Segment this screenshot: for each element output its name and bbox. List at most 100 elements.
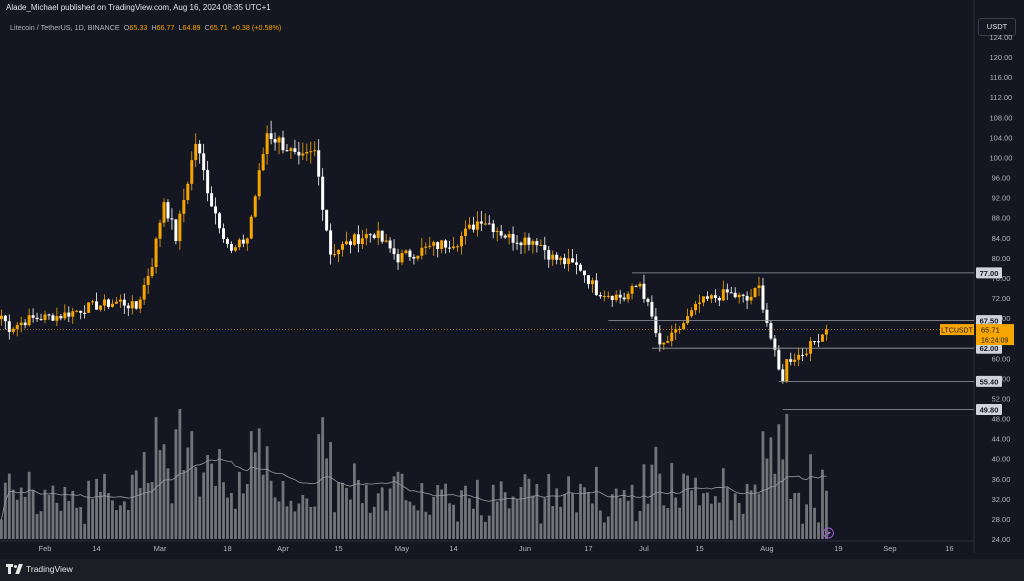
volume-bar xyxy=(329,441,332,539)
candle-body xyxy=(420,247,424,256)
candle-body xyxy=(360,238,364,244)
candle-body xyxy=(579,264,582,271)
candle-body xyxy=(432,242,436,246)
volume-bar xyxy=(202,472,206,539)
candle-body xyxy=(531,241,535,245)
volume-bar xyxy=(682,473,686,539)
candle-body xyxy=(678,328,682,330)
level-label: 67.50 xyxy=(980,317,999,326)
y-tick-label: 88.00 xyxy=(992,214,1011,223)
volume-bar xyxy=(575,512,578,539)
candle-body xyxy=(380,230,384,242)
candle-body xyxy=(547,250,551,260)
x-tick-label: 16 xyxy=(945,544,953,553)
volume-bar xyxy=(594,466,598,539)
volume-bar xyxy=(436,485,440,539)
candle-body xyxy=(222,228,225,239)
candle-body xyxy=(817,341,820,343)
candle-body xyxy=(15,325,19,329)
candle-body xyxy=(586,275,590,285)
x-tick-label: 14 xyxy=(449,544,457,553)
candle-body xyxy=(372,234,376,238)
volume-bar xyxy=(257,428,261,539)
volume-bar xyxy=(698,505,701,539)
y-tick-label: 124.00 xyxy=(990,33,1013,42)
candle-body xyxy=(682,323,686,329)
candle-body xyxy=(150,266,154,276)
volume-bar xyxy=(289,500,293,539)
open-value: 65.33 xyxy=(129,23,148,32)
candle-body xyxy=(721,289,725,301)
tradingview-logo[interactable]: TradingView xyxy=(6,564,73,574)
volume-bar xyxy=(424,511,428,539)
volume-bar xyxy=(591,503,594,539)
volume-bar xyxy=(472,508,475,539)
volume-bar xyxy=(293,511,297,539)
change-value: +0.38 (+0.58%) xyxy=(231,23,282,32)
candle-body xyxy=(654,316,658,334)
candle-body xyxy=(261,154,265,171)
volume-bar xyxy=(400,473,404,539)
volume-bar xyxy=(563,494,567,539)
volume-bar xyxy=(214,485,217,539)
candle-body xyxy=(527,237,531,245)
volume-bar xyxy=(87,480,91,539)
volume-bar xyxy=(602,522,606,539)
volume-bar xyxy=(464,485,467,539)
volume-bar xyxy=(162,444,166,539)
volume-bar xyxy=(694,477,697,539)
candle-body xyxy=(559,257,563,260)
candle-body xyxy=(71,311,75,317)
volume-bar xyxy=(285,506,289,539)
candle-body xyxy=(79,310,83,313)
candle-body xyxy=(571,258,575,263)
candle-body xyxy=(210,193,214,207)
x-tick-label: 18 xyxy=(223,544,231,553)
volume-bar xyxy=(630,484,634,539)
candle-body xyxy=(820,334,824,342)
volume-bar xyxy=(821,469,824,539)
candle-body xyxy=(408,250,412,257)
candle-body xyxy=(416,255,420,259)
volume-bar xyxy=(598,510,602,539)
price-chart[interactable]: 124.00 120.00 116.00 112.00 108.00 104.00 100.… xyxy=(0,0,1024,559)
y-tick-label: 112.00 xyxy=(990,93,1012,102)
volume-bar xyxy=(210,463,213,539)
candle-body xyxy=(638,283,642,287)
volume-bar xyxy=(11,489,15,539)
candle-body xyxy=(753,288,757,297)
candle-body xyxy=(23,322,27,326)
currency-button[interactable]: USDT xyxy=(978,18,1016,36)
candle-body xyxy=(253,196,257,217)
volume-bar xyxy=(305,498,309,539)
candle-body xyxy=(551,254,555,260)
tradingview-icon xyxy=(6,564,23,574)
candle-body xyxy=(737,294,741,298)
candle-body xyxy=(138,299,142,309)
level-tag xyxy=(976,267,1002,279)
volume-bar xyxy=(487,515,491,539)
volume-bar xyxy=(372,506,376,539)
candle-body xyxy=(344,241,348,245)
volume-bar xyxy=(741,513,745,539)
candle-body xyxy=(118,299,122,302)
volume-bar xyxy=(773,473,777,539)
volume-bar xyxy=(729,520,733,539)
volume-bar xyxy=(380,487,384,539)
volume-bar xyxy=(412,505,416,539)
volume-bar xyxy=(368,512,372,539)
volume-bar xyxy=(118,505,122,539)
volume-bar xyxy=(122,501,126,539)
candle-body xyxy=(257,170,261,197)
volume-bar xyxy=(194,467,198,539)
y-tick-label: 60.00 xyxy=(992,354,1011,363)
candle-body xyxy=(19,322,23,326)
volume-bar xyxy=(785,413,789,539)
candle-body xyxy=(404,250,408,254)
volume-bar xyxy=(583,487,586,539)
volume-bar xyxy=(479,515,483,539)
candle-body xyxy=(503,235,507,238)
candle-body xyxy=(186,183,190,200)
level-tag xyxy=(976,315,1002,327)
volume-bar xyxy=(71,491,75,539)
